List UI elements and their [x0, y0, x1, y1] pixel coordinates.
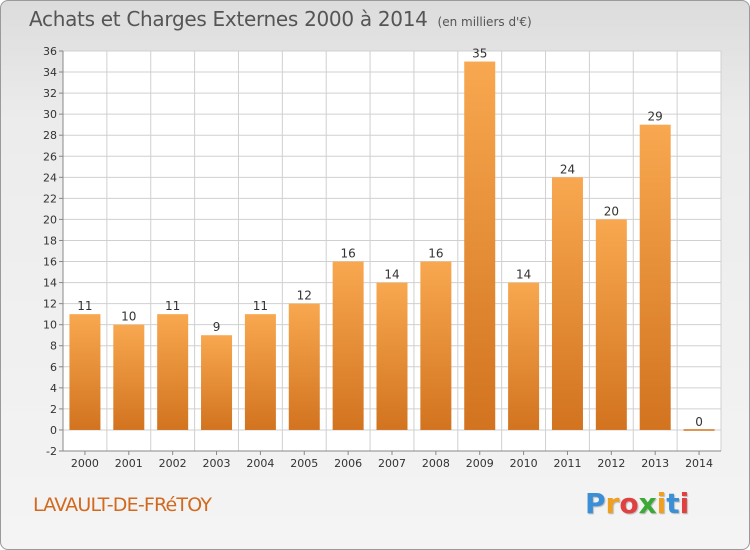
data-label: 12: [297, 289, 312, 303]
x-tick-label: 2000: [71, 457, 99, 470]
y-tick-label: 2: [50, 403, 57, 416]
y-tick-label: 12: [43, 298, 57, 311]
y-tick-label: 4: [50, 382, 57, 395]
y-tick-label: 14: [43, 277, 57, 290]
label-layer: 11 10 11 9 11 12 16 14 16 35 14 24 20 29 0: [77, 47, 703, 429]
x-tick-label: 2013: [641, 457, 669, 470]
bar: [69, 314, 101, 430]
logo-letter: t: [666, 487, 680, 520]
data-label: 20: [604, 204, 619, 218]
data-label: 29: [648, 110, 663, 124]
data-label: 10: [121, 310, 136, 324]
bar: [332, 261, 364, 430]
x-tick-label: 2002: [159, 457, 187, 470]
y-tick-label: 30: [43, 108, 57, 121]
bar-layer: [69, 61, 715, 431]
data-label: 16: [340, 247, 355, 261]
logo-letter: r: [605, 487, 620, 520]
x-tick-label: 2001: [115, 457, 143, 470]
x-tick-label: 2014: [685, 457, 713, 470]
data-label: 9: [213, 320, 221, 334]
chart-title: Achats et Charges Externes 2000 à 2014 (e…: [29, 7, 532, 31]
logo-letter: x: [638, 487, 657, 520]
x-tick-label: 2010: [510, 457, 538, 470]
y-tick-label: 22: [43, 192, 57, 205]
bar: [157, 314, 189, 430]
y-tick-label: 24: [43, 171, 57, 184]
data-label: 11: [253, 299, 268, 313]
y-tick-label: 18: [43, 234, 57, 247]
data-label: 0: [695, 415, 703, 429]
y-tick-label: 20: [43, 213, 57, 226]
bar: [551, 177, 583, 430]
y-tick-label: 0: [50, 424, 57, 437]
data-label: 24: [560, 162, 575, 176]
logo-letter: i: [679, 487, 690, 520]
bar: [244, 314, 276, 430]
data-label: 11: [165, 299, 180, 313]
bar: [508, 282, 540, 430]
x-tick-label: 2012: [597, 457, 625, 470]
data-label: 14: [384, 268, 399, 282]
y-tick-label: 10: [43, 319, 57, 332]
x-tick-label: 2003: [203, 457, 231, 470]
bar: [595, 219, 627, 430]
y-tick-label: 6: [50, 361, 57, 374]
bar: [464, 61, 496, 430]
bar: [639, 124, 671, 430]
data-label: 35: [472, 47, 487, 61]
logo-letter: o: [619, 487, 639, 520]
x-tick-label: 2011: [553, 457, 581, 470]
logo-letter: i: [656, 487, 667, 520]
y-tick-label: 28: [43, 129, 57, 142]
x-tick-label: 2008: [422, 457, 450, 470]
unit-text: (en milliers d'€): [437, 15, 532, 29]
y-tick-label: 32: [43, 87, 57, 100]
title-text: Achats et Charges Externes 2000 à 2014: [29, 7, 428, 31]
data-label: 14: [516, 268, 531, 282]
x-tick-label: 2007: [378, 457, 406, 470]
y-tick-label: -2: [46, 445, 57, 458]
y-tick-label: 36: [43, 45, 57, 58]
x-tick-label: 2006: [334, 457, 362, 470]
bar: [376, 282, 408, 430]
x-tick-label: 2009: [466, 457, 494, 470]
bar: [113, 324, 145, 430]
y-tick-label: 26: [43, 150, 57, 163]
proxiti-logo: Proxiti: [585, 487, 689, 520]
y-tick-label: 34: [43, 66, 57, 79]
bar: [420, 261, 452, 430]
data-label: 16: [428, 247, 443, 261]
bar: [288, 303, 320, 430]
x-tick-label: 2004: [246, 457, 274, 470]
bar: [201, 335, 233, 430]
y-tick-label: 8: [50, 340, 57, 353]
logo-letter: P: [585, 487, 606, 520]
x-tick-label: 2005: [290, 457, 318, 470]
data-label: 11: [77, 299, 92, 313]
town-name: LAVAULT-DE-FRéTOY: [33, 494, 212, 516]
y-tick-label: 16: [43, 256, 57, 269]
